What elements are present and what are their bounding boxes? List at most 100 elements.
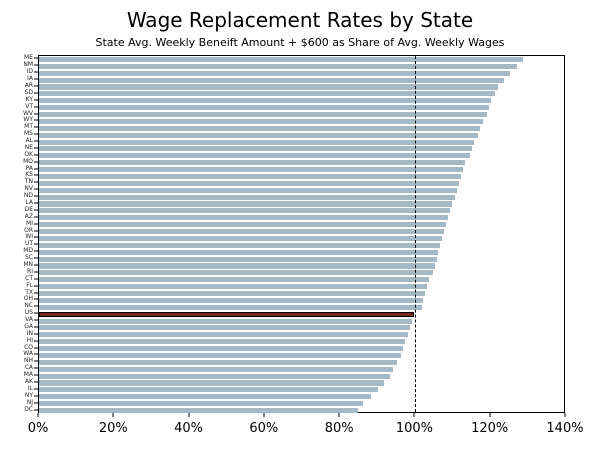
bar-ak: [39, 380, 384, 386]
y-axis-label-ia: IA: [27, 75, 33, 83]
bar-hi: [39, 339, 405, 345]
bar-md: [39, 249, 439, 255]
x-axis-label-100: 100%: [395, 421, 434, 436]
bar-co: [39, 346, 403, 352]
x-axis-tick: [37, 413, 39, 417]
y-axis-tick: [34, 236, 38, 238]
bar-mn: [39, 263, 435, 269]
bar-al: [39, 139, 474, 145]
y-axis-label-il: IL: [27, 384, 33, 392]
x-axis-tick: [112, 413, 114, 417]
x-axis-tick: [338, 413, 340, 417]
bar-tx: [39, 290, 426, 297]
y-axis-label-md: MD: [23, 247, 33, 255]
bar-ms: [39, 132, 478, 138]
bar-ne: [39, 146, 473, 152]
y-axis-tick: [34, 292, 38, 294]
y-axis-label-la: LA: [25, 199, 33, 207]
bar-wv: [39, 111, 488, 118]
y-axis-label-sd: SD: [24, 88, 33, 96]
y-axis-label-de: DE: [24, 205, 33, 213]
y-axis-tick: [34, 360, 38, 362]
bar-wi: [39, 235, 443, 241]
y-axis-label-ny: NY: [24, 391, 33, 399]
y-axis-label-hi: HI: [26, 336, 33, 344]
bar-highlight-us: [39, 311, 414, 317]
y-axis-tick: [34, 223, 38, 225]
y-axis-label-us: US: [24, 309, 33, 317]
y-axis-label-mi: MI: [26, 219, 33, 227]
bar-nj: [39, 401, 364, 407]
y-axis-tick: [34, 285, 38, 287]
y-axis-label-oh: OH: [23, 295, 33, 303]
y-axis-tick: [34, 99, 38, 101]
y-axis-tick: [34, 168, 38, 170]
y-axis-label-mo: MO: [23, 157, 33, 165]
y-axis-label-ms: MS: [24, 130, 33, 138]
y-axis-tick: [34, 92, 38, 94]
y-axis-label-ak: AK: [24, 378, 33, 386]
bar-nv: [39, 187, 458, 193]
y-axis-tick: [34, 271, 38, 273]
bar-id: [39, 70, 510, 76]
chart-title: Wage Replacement Rates by State: [126, 8, 474, 32]
x-axis-tick: [263, 413, 265, 417]
bar-or: [39, 229, 444, 235]
y-axis-label-dc: DC: [24, 405, 33, 413]
x-axis-tick: [413, 413, 415, 417]
y-axis-label-az: AZ: [24, 212, 33, 220]
y-axis-tick: [34, 106, 38, 108]
bar-il: [39, 387, 379, 393]
y-axis-label-ct: CT: [25, 274, 33, 282]
chart-subtitle: State Avg. Weekly Beneift Amount + $600 …: [95, 36, 505, 49]
bar-wa: [39, 352, 401, 359]
bar-me: [39, 56, 523, 62]
y-axis-label-nv: NV: [24, 185, 33, 193]
bar-nc: [39, 304, 422, 310]
y-axis-tick: [34, 154, 38, 156]
y-axis-label-va: VA: [25, 316, 33, 324]
plot-area: [38, 55, 565, 414]
x-axis-label-80: 80%: [324, 421, 354, 436]
bar-ok: [39, 153, 471, 159]
y-axis-tick: [34, 374, 38, 376]
y-axis-tick: [34, 333, 38, 335]
bar-mi: [39, 222, 446, 228]
y-axis-label-me: ME: [24, 54, 33, 62]
y-axis-tick: [34, 312, 38, 314]
y-axis-label-id: ID: [26, 68, 33, 76]
x-axis-tick: [489, 413, 491, 417]
bar-pa: [39, 167, 463, 173]
y-axis-tick: [34, 195, 38, 197]
bar-sc: [39, 256, 437, 262]
bar-ny: [39, 394, 371, 400]
bar-tn: [39, 180, 459, 186]
y-axis-label-nd: ND: [23, 192, 33, 200]
bar-va: [39, 318, 413, 324]
y-axis-tick: [34, 367, 38, 369]
bar-fl: [39, 284, 428, 290]
x-axis-label-20: 20%: [98, 421, 128, 436]
y-axis-tick: [34, 264, 38, 266]
y-axis-label-sc: SC: [25, 254, 33, 262]
y-axis-label-nj: NJ: [26, 398, 33, 406]
y-axis-tick: [34, 147, 38, 149]
y-axis-tick: [34, 78, 38, 80]
y-axis-tick: [34, 64, 38, 66]
y-axis-label-nh: NH: [24, 357, 33, 365]
bar-mo: [39, 160, 465, 166]
y-axis-label-or: OR: [24, 226, 33, 234]
bar-ct: [39, 277, 429, 283]
y-axis-tick: [34, 202, 38, 204]
y-axis-tick: [34, 326, 38, 328]
y-axis-label-mn: MN: [23, 260, 33, 268]
y-axis-tick: [34, 388, 38, 390]
bar-ma: [39, 373, 390, 379]
y-axis-label-tx: TX: [25, 288, 33, 296]
y-axis-tick: [34, 71, 38, 73]
y-axis-tick: [34, 402, 38, 404]
y-axis-label-wv: WV: [22, 109, 33, 117]
bar-ks: [39, 173, 461, 180]
y-axis-label-ca: CA: [24, 364, 33, 372]
